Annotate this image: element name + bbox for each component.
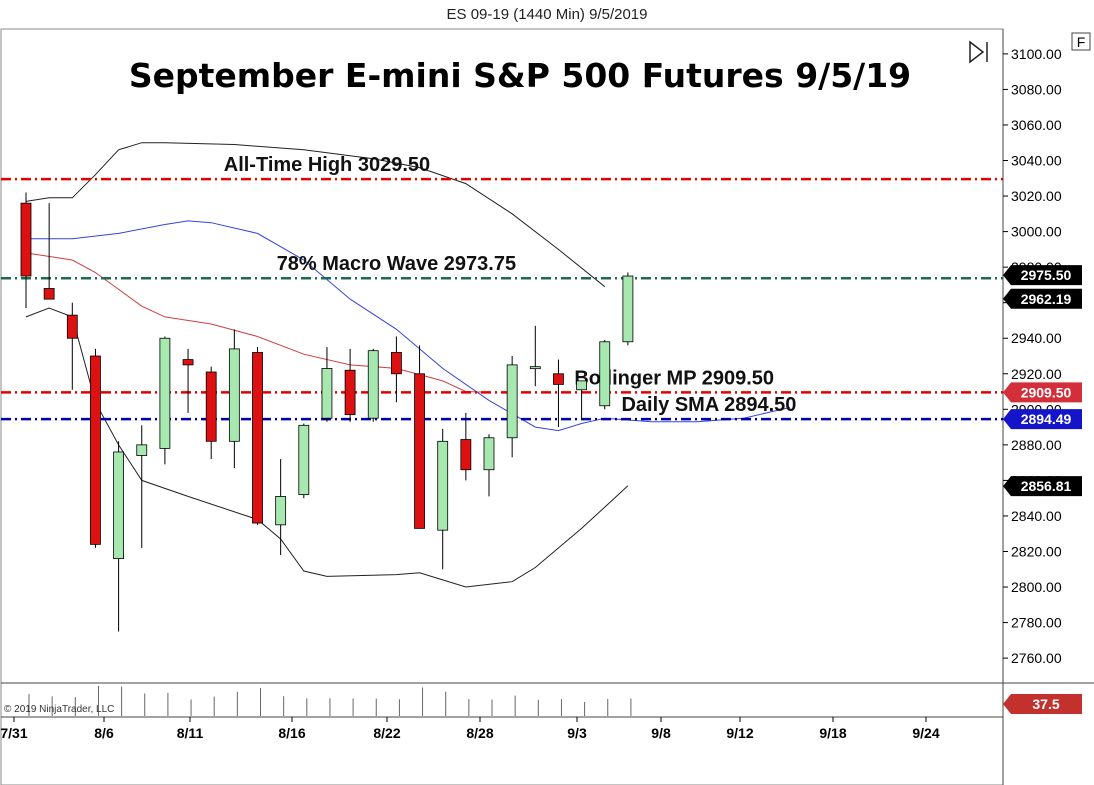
y-tick-label: 3040.00 [1011,153,1062,169]
price-badge: 2962.19 [1003,288,1082,309]
corner-label: F [1077,34,1086,50]
y-tick-label: 2800.00 [1011,579,1062,595]
copyright-text: © 2019 NinjaTrader, LLC [4,704,114,715]
price-badge: 2856.81 [1003,476,1082,497]
candle-8-22 [390,336,402,403]
chart-title: September E-mini S&P 500 Futures 9/5/19 [129,56,911,95]
price-badge: 2909.50 [1003,382,1082,403]
candle-8-30 [529,325,541,387]
candle-9-4 [576,380,587,420]
x-tick-label: 8/22 [373,725,400,741]
candle-8-7 [136,425,148,548]
candle-8-26 [437,428,449,570]
level-label-daily_sma: Daily SMA 2894.50 [621,394,796,416]
y-tick-label: 3020.00 [1011,188,1062,204]
x-tick-label: 7/31 [0,725,27,741]
candle-8-29 [506,356,518,458]
candle-8-20 [344,348,356,422]
y-tick-label: 3100.00 [1011,46,1062,62]
level-lines: All-Time High 3029.50 78% Macro Wave 2973… [1,154,1003,421]
y-tick-label: 2880.00 [1011,437,1062,453]
x-tick-label: 8/28 [466,725,493,741]
y-tick-label: 3060.00 [1011,117,1062,133]
candle-8-19 [321,347,333,422]
candle-8-5 [90,348,101,548]
x-tick-label: 9/18 [819,725,846,741]
x-axis: 7/31 8/6 8/11 8/16 8/22 8/28 9/3 9/8 9/12 9/18 9/2… [0,717,940,741]
level-label-bollinger_mp: Bollinger MP 2909.50 [574,367,774,389]
y-axis: 2760.002780.002800.002820.002840.002860.… [1003,46,1062,666]
bollinger-upper-line [25,142,606,288]
candle-8-1 [43,203,55,300]
candle-8-23 [414,345,425,529]
candle-8-27 [460,412,472,481]
y-tick-label: 3080.00 [1011,81,1062,97]
candle-8-8 [159,336,171,465]
svg-text:2962.19: 2962.19 [1021,291,1072,307]
y-tick-label: 2840.00 [1011,508,1062,524]
y-tick-label: 2760.00 [1011,650,1062,666]
candle-8-12 [205,366,217,460]
candle-8-6 [113,441,124,632]
candle-8-28 [483,434,495,497]
x-tick-label: 8/6 [94,725,114,741]
y-tick-label: 2920.00 [1011,366,1062,382]
svg-text:2975.50: 2975.50 [1021,267,1072,283]
y-tick-label: 2940.00 [1011,330,1062,346]
candle-8-14 [252,347,263,525]
x-tick-label: 8/11 [177,725,204,741]
svg-text:2909.50: 2909.50 [1021,384,1072,400]
volume-badge: 37.5 [1003,694,1082,714]
candle-9-5 [599,340,611,410]
candle-7-31 [20,192,32,309]
x-tick-label: 9/12 [726,725,753,741]
y-tick-label: 2820.00 [1011,543,1062,559]
svg-text:2894.49: 2894.49 [1021,411,1072,427]
level-label-all_time_high: All-Time High 3029.50 [224,154,430,176]
chart-header: ES 09-19 (1440 Min) 9/5/2019 [446,6,648,23]
svg-text:37.5: 37.5 [1032,696,1059,712]
y-tick-label: 2780.00 [1011,615,1062,631]
candle-8-21 [367,348,379,422]
x-tick-label: 9/3 [567,725,587,741]
price-badge: 2894.49 [1003,409,1082,430]
candle-8-16 [298,423,310,499]
level-label-macro_wave: 78% Macro Wave 2973.75 [277,253,516,275]
candle-9-6 [622,272,634,346]
corner-button[interactable] [1071,32,1091,51]
y-tick-label: 3000.00 [1011,224,1062,240]
candle-8-9 [182,348,194,413]
volume-bars [28,686,632,716]
candles [20,192,634,632]
svg-text:2856.81: 2856.81 [1021,478,1072,494]
candle-8-13 [228,329,240,468]
x-tick-label: 9/8 [651,725,671,741]
sma-curve-line [25,252,490,393]
price-badges: 2975.50 2962.19 2909.50 2894.49 2856.81 37.5 [1003,265,1082,714]
bollinger-bands [25,142,791,588]
candle-8-15 [275,459,287,556]
price-badge: 2975.50 [1003,265,1082,286]
candle-9-3 [553,359,564,428]
panel-toggle-icon[interactable] [969,40,988,64]
candle-8-2 [66,302,78,390]
x-tick-label: 9/24 [912,725,939,741]
x-tick-label: 8/16 [278,725,305,741]
